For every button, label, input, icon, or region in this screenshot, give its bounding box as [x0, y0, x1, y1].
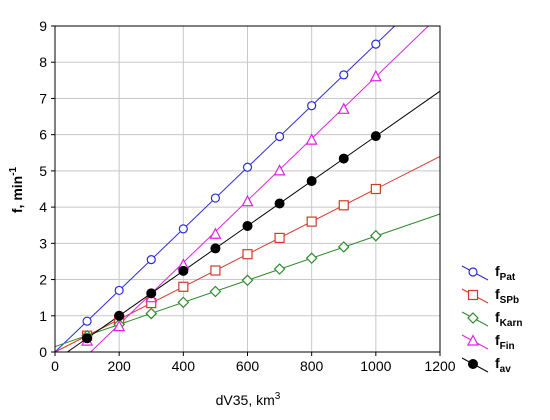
point-av — [210, 243, 221, 254]
point-fin — [209, 227, 222, 239]
y-tick-label: 0 — [39, 344, 47, 360]
point-karn — [305, 252, 318, 265]
data-markers — [81, 39, 382, 346]
y-tick-label: 8 — [39, 54, 47, 70]
point-pat — [210, 193, 221, 203]
point-av — [114, 310, 125, 321]
y-tick-label: 9 — [39, 18, 47, 34]
point-fin — [273, 164, 286, 176]
point-pat — [242, 162, 253, 172]
fit-line-pat — [54, 25, 396, 353]
point-fin — [305, 133, 318, 145]
fit-line-av — [67, 90, 441, 353]
legend-label-pat: fPat — [495, 263, 516, 283]
point-pat — [146, 255, 156, 265]
legend-label-fin: fFin — [495, 332, 515, 352]
y-tick-label: 2 — [39, 272, 47, 288]
point-karn — [145, 307, 158, 320]
legend-marker-pat — [468, 267, 478, 277]
point-av — [306, 176, 317, 187]
x-tick-label: 1000 — [360, 358, 391, 374]
point-karn — [209, 285, 222, 298]
legend-label-karn: fKarn — [495, 309, 522, 329]
legend-marker-karn — [467, 312, 479, 324]
point-pat — [307, 101, 317, 111]
y-tick-labels: 0 1 2 3 4 5 6 7 8 9 — [39, 18, 55, 360]
y-tick-label: 1 — [39, 308, 47, 324]
y-axis-title: f, min-1 — [8, 166, 25, 213]
point-spb — [178, 281, 189, 292]
x-tick-label: 800 — [300, 358, 324, 374]
point-pat — [178, 224, 188, 234]
x-tick-label: 1200 — [424, 358, 455, 374]
point-spb — [306, 216, 317, 227]
point-pat — [114, 285, 124, 296]
x-tick-labels: 0 200 400 600 800 1000 1200 — [51, 352, 456, 374]
y-tick-label: 3 — [39, 235, 47, 251]
point-spb — [274, 232, 285, 243]
point-pat — [371, 39, 381, 49]
legend-marker-fin — [467, 334, 479, 346]
point-av — [82, 333, 93, 344]
legend-label-spb: fSPb — [495, 286, 519, 306]
point-av — [178, 265, 189, 276]
grid — [55, 26, 440, 352]
point-spb — [242, 249, 253, 260]
legend: fPat fSPb fKarn fFin fav — [461, 263, 522, 375]
point-spb — [370, 183, 381, 195]
point-fin — [113, 319, 126, 332]
point-karn — [273, 263, 286, 275]
x-axis-title: dV35, km3 — [216, 391, 281, 408]
point-fin — [369, 69, 382, 82]
point-karn — [337, 241, 350, 253]
y-tick-label: 7 — [39, 90, 47, 106]
point-av — [338, 153, 349, 164]
y-tick-label: 4 — [39, 199, 47, 215]
point-pat — [339, 70, 349, 80]
x-tick-label: 600 — [236, 358, 260, 374]
point-fin — [337, 102, 350, 114]
point-av — [274, 198, 285, 209]
x-tick-label: 0 — [51, 358, 59, 374]
point-fin — [241, 194, 254, 207]
point-karn — [177, 296, 190, 309]
legend-marker-spb — [467, 289, 479, 301]
point-spb — [338, 200, 349, 211]
x-tick-label: 200 — [107, 358, 131, 374]
point-pat — [82, 316, 92, 326]
point-karn — [241, 274, 254, 287]
point-pat — [274, 131, 285, 142]
y-tick-label: 5 — [39, 163, 47, 179]
point-spb — [210, 265, 221, 276]
point-av — [242, 220, 253, 231]
y-tick-label: 6 — [39, 127, 47, 143]
point-karn — [369, 229, 382, 242]
legend-marker-av — [468, 359, 478, 369]
point-av — [146, 288, 157, 299]
point-av — [370, 131, 381, 142]
legend-label-av: fav — [495, 355, 511, 375]
x-tick-label: 400 — [172, 358, 196, 374]
